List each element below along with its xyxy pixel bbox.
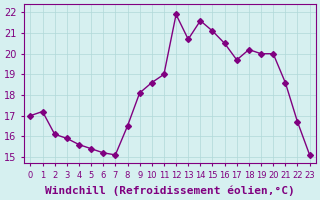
X-axis label: Windchill (Refroidissement éolien,°C): Windchill (Refroidissement éolien,°C)	[45, 185, 295, 196]
